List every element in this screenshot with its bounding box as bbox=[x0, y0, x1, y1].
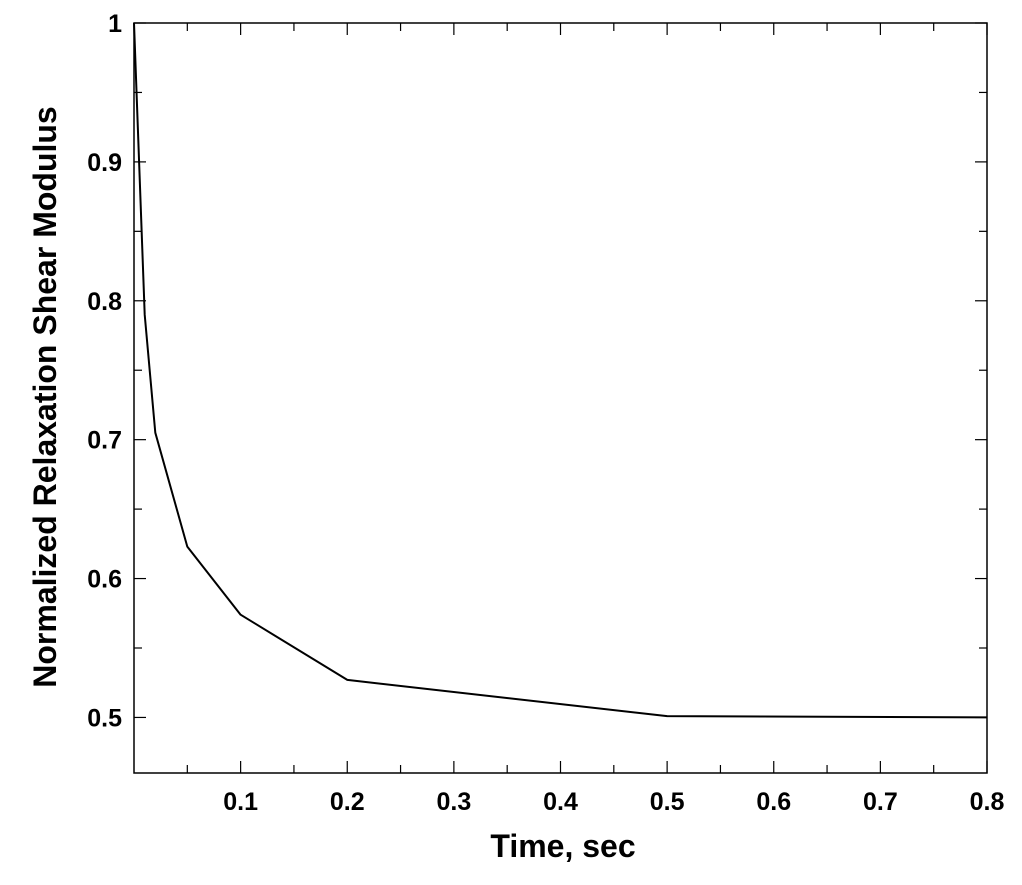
axis-ticks bbox=[134, 22, 988, 773]
series-layer bbox=[133, 22, 988, 719]
y-tick-label: 0.9 bbox=[87, 149, 122, 177]
x-tick-label: 0.5 bbox=[650, 788, 685, 816]
x-tick-label: 0.3 bbox=[436, 788, 471, 816]
x-axis-title: Time, sec bbox=[490, 828, 635, 864]
x-tick-labels: 0.1 0.2 0.3 0.4 0.5 0.6 0.7 0.8 bbox=[223, 788, 1004, 816]
y-tick-label: 0.8 bbox=[87, 288, 122, 316]
y-tick-labels: 0.5 0.6 0.7 0.8 0.9 1 bbox=[87, 10, 122, 732]
y-tick-label: 1 bbox=[108, 10, 122, 38]
x-tick-label: 0.4 bbox=[543, 788, 578, 816]
series-line bbox=[133, 22, 988, 719]
y-tick-label: 0.6 bbox=[87, 566, 122, 594]
x-tick-label: 0.6 bbox=[756, 788, 791, 816]
y-tick-label: 0.7 bbox=[87, 427, 122, 455]
x-tick-label: 0.2 bbox=[330, 788, 365, 816]
plot-frame bbox=[133, 22, 988, 774]
x-tick-label: 0.7 bbox=[863, 788, 898, 816]
y-tick-label: 0.5 bbox=[87, 704, 122, 732]
x-tick-label: 0.8 bbox=[970, 788, 1005, 816]
y-axis-title: Normalized Relaxation Shear Modulus bbox=[27, 106, 63, 687]
x-tick-label: 0.1 bbox=[223, 788, 258, 816]
